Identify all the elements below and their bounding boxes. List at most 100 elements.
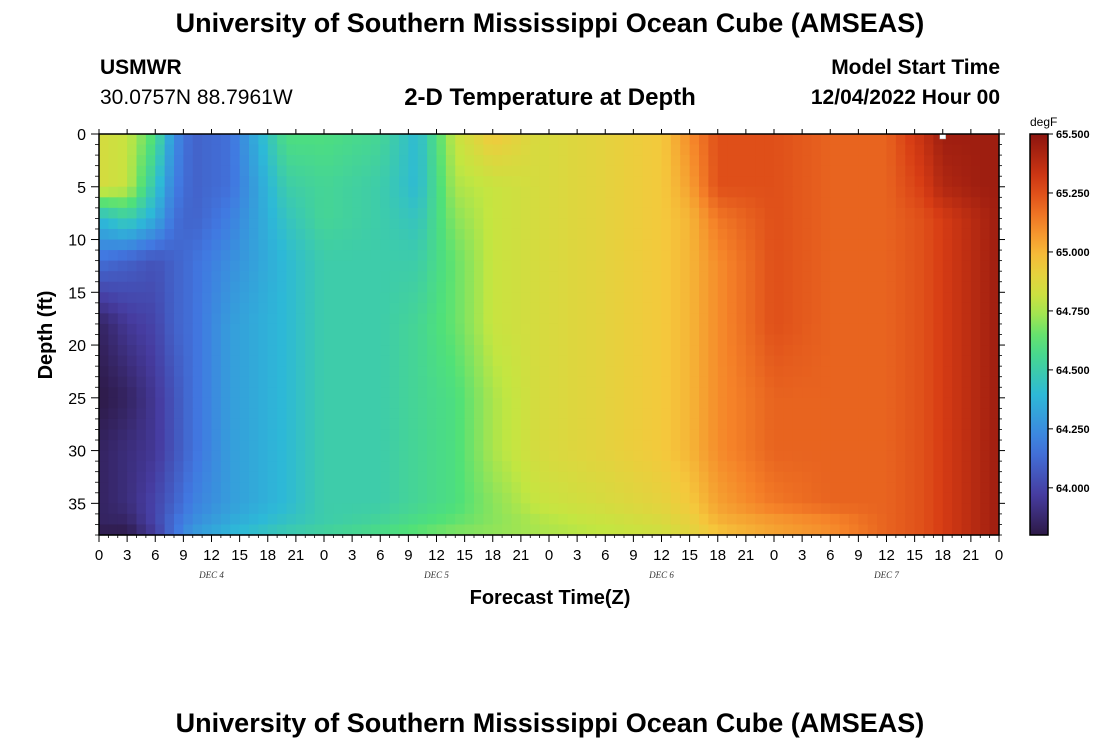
heatmap-cell [530,429,541,441]
heatmap-cell [267,144,278,156]
heatmap-cell [249,492,259,504]
heatmap-cell [220,429,231,441]
heatmap-cell [408,450,419,462]
heatmap-cell [614,260,625,272]
heatmap-cell [858,387,869,399]
heatmap-cell [333,260,344,272]
heatmap-cell [830,228,841,241]
heatmap-cell [502,429,513,441]
heatmap-cell [239,323,250,336]
heatmap-cell [483,260,494,272]
heatmap-cell [558,239,569,251]
heatmap-cell [352,313,363,325]
heatmap-cell [127,355,138,367]
heatmap-cell [642,471,653,483]
x-tick-label: 3 [348,547,356,564]
heatmap-cell [661,450,672,462]
heatmap-cell [689,513,700,526]
heatmap-cell [577,513,588,526]
heatmap-cell [802,345,813,357]
heatmap-cell [802,144,813,156]
heatmap-cell [286,334,297,346]
heatmap-cell [577,281,588,293]
heatmap-cell [877,503,888,515]
heatmap-cell [108,313,119,325]
heatmap-cell [155,292,166,304]
heatmap-cell [530,165,541,177]
heatmap-cell [136,482,147,494]
colorbar: degF 64.00064.25064.50064.75065.00065.25… [1029,115,1090,536]
heatmap-cell [324,513,334,526]
heatmap-cells [99,133,1000,536]
heatmap-cell [783,429,794,441]
heatmap-cell [895,281,906,293]
heatmap-cell [699,376,709,388]
heatmap-cell [417,155,428,167]
heatmap-cell [155,355,166,367]
heatmap-cell [764,207,775,220]
heatmap-cell [877,292,888,304]
heatmap-cell [933,450,944,462]
heatmap-cell [895,492,906,504]
heatmap-cell [961,207,972,220]
heatmap-cell [849,513,859,526]
heatmap-cell [155,155,166,167]
heatmap-cell [577,492,588,504]
x-tick-label: 9 [404,547,412,564]
heatmap-cell [520,429,531,441]
heatmap-cell [539,355,550,367]
heatmap-cell [530,408,541,420]
heatmap-cell [905,440,916,452]
heatmap-cell [417,440,428,452]
heatmap-cell [164,387,175,399]
heatmap-cell [895,366,906,378]
heatmap-cell [361,155,372,167]
heatmap-cell [586,366,597,378]
heatmap-cell [295,155,306,167]
heatmap-cell [370,503,381,515]
heatmap-cell [717,250,728,262]
heatmap-cell [736,345,747,357]
heatmap-cell [530,228,541,241]
heatmap-cell [914,134,925,146]
heatmap-cell [858,176,869,188]
heatmap-cell [924,323,934,336]
heatmap-cell [239,355,250,367]
heatmap-cell [474,134,484,146]
heatmap-cell [324,186,334,198]
heatmap-cell [811,207,822,220]
heatmap-cell [605,355,616,367]
heatmap-cell [736,250,747,262]
heatmap-cell [361,292,372,304]
heatmap-cell [699,239,709,251]
heatmap-cell [455,440,466,452]
heatmap-cell [155,524,166,536]
heatmap-cell [595,503,606,515]
heatmap-cell [830,250,841,262]
heatmap-cell [970,387,981,399]
heatmap-cell [155,165,166,177]
heatmap-cell [792,376,803,388]
heatmap-cell [895,155,906,167]
heatmap-cell [689,334,700,346]
heatmap-cell [727,313,738,325]
heatmap-cell [445,228,456,241]
heatmap-cell [483,218,494,230]
heatmap-cell [492,334,503,346]
heatmap-cell [211,418,222,431]
heatmap-cell [427,281,438,293]
heatmap-cell [858,144,869,156]
heatmap-cell [877,513,888,526]
heatmap-cell [952,524,963,536]
heatmap-cell [117,228,128,241]
heatmap-cell [980,366,991,378]
heatmap-cell [408,155,419,167]
heatmap-cell [942,376,953,388]
heatmap-cell [783,345,794,357]
heatmap-cell [699,440,709,452]
heatmap-cell [474,239,484,251]
heatmap-cell [858,186,869,198]
heatmap-cell [877,366,888,378]
heatmap-cell [286,503,297,515]
heatmap-cell [830,313,841,325]
